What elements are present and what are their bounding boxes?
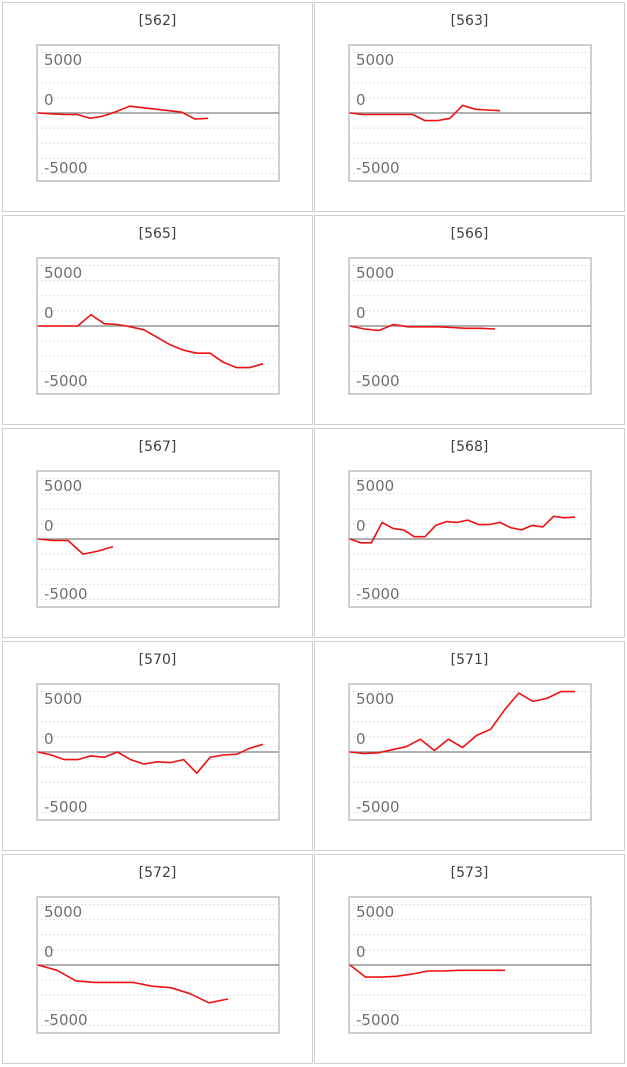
chart-panel: [572] 5000 0 -5000 (2, 854, 313, 1064)
chart-panel: [573] 5000 0 -5000 (314, 854, 625, 1064)
chart-panel: [562] 5000 0 -5000 (2, 2, 313, 212)
y-tick-label: -5000 (356, 798, 400, 816)
line-chart: 5000 0 -5000 (36, 257, 280, 395)
chart-title: [570] (138, 652, 177, 668)
chart-title: [567] (138, 439, 177, 455)
line-chart: 5000 0 -5000 (36, 896, 280, 1034)
chart-title: [573] (450, 865, 489, 881)
line-chart: 5000 0 -5000 (36, 683, 280, 821)
y-tick-label: -5000 (44, 372, 88, 390)
chart-title: [572] (138, 865, 177, 881)
series-line (37, 105, 209, 120)
y-tick-label: 5000 (44, 264, 82, 282)
y-tick-label: 5000 (356, 690, 394, 708)
chart-title: [562] (138, 13, 177, 29)
chart-panel: [570] 5000 0 -5000 (2, 641, 313, 851)
y-tick-label: 5000 (356, 264, 394, 282)
chart-title: [566] (450, 226, 489, 242)
series-line (349, 515, 576, 544)
y-tick-label: 5000 (356, 477, 394, 495)
chart-title: [571] (450, 652, 489, 668)
chart-title: [563] (450, 13, 489, 29)
y-tick-label: 5000 (44, 477, 82, 495)
y-tick-label: 0 (356, 730, 366, 748)
y-tick-label: 0 (44, 730, 54, 748)
y-tick-label: 5000 (356, 903, 394, 921)
series-line (38, 313, 264, 369)
series-line (37, 743, 264, 774)
y-tick-label: 5000 (44, 903, 82, 921)
chart-panel: [563] 5000 0 -5000 (314, 2, 625, 212)
y-tick-label: -5000 (44, 159, 88, 177)
line-chart: 5000 0 -5000 (348, 896, 592, 1034)
chart-title: [565] (138, 226, 177, 242)
chart-panel: [571] 5000 0 -5000 (314, 641, 625, 851)
y-tick-label: 0 (356, 304, 366, 322)
y-tick-label: -5000 (44, 1011, 88, 1029)
chart-panel: [567] 5000 0 -5000 (2, 428, 313, 638)
line-chart: 5000 0 -5000 (348, 44, 592, 182)
y-tick-label: 0 (356, 91, 366, 109)
chart-panel: [568] 5000 0 -5000 (314, 428, 625, 638)
y-tick-label: 0 (44, 91, 54, 109)
y-tick-label: 5000 (356, 51, 394, 69)
y-tick-label: -5000 (44, 798, 88, 816)
y-tick-label: 0 (356, 943, 366, 961)
y-tick-label: -5000 (356, 585, 400, 603)
line-chart: 5000 0 -5000 (348, 470, 592, 608)
y-tick-label: 0 (44, 943, 54, 961)
chart-title: [568] (450, 439, 489, 455)
line-chart: 5000 0 -5000 (36, 44, 280, 182)
chart-panel: [565] 5000 0 -5000 (2, 215, 313, 425)
y-tick-label: 0 (44, 517, 54, 535)
line-chart: 5000 0 -5000 (36, 470, 280, 608)
y-tick-label: -5000 (356, 159, 400, 177)
y-tick-label: -5000 (44, 585, 88, 603)
line-chart: 5000 0 -5000 (348, 683, 592, 821)
y-tick-label: 0 (44, 304, 54, 322)
y-tick-label: -5000 (356, 1011, 400, 1029)
y-tick-label: 0 (356, 517, 366, 535)
line-chart: 5000 0 -5000 (348, 257, 592, 395)
y-tick-label: 5000 (44, 690, 82, 708)
chart-panel: [566] 5000 0 -5000 (314, 215, 625, 425)
series-line (37, 538, 114, 555)
y-tick-label: 5000 (44, 51, 82, 69)
y-tick-label: -5000 (356, 372, 400, 390)
